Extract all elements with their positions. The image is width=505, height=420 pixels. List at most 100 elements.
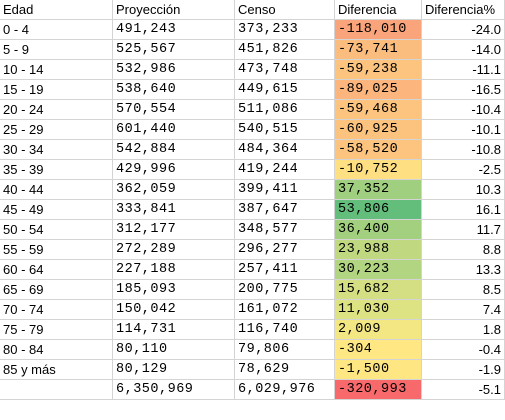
difference-cell[interactable]: 30,223 bbox=[335, 260, 422, 280]
difference-cell[interactable]: 36,400 bbox=[335, 220, 422, 240]
projection-cell[interactable]: 6,350,969 bbox=[113, 380, 235, 400]
difference-cell[interactable]: 2,009 bbox=[335, 320, 422, 340]
difference-cell[interactable]: -60,925 bbox=[335, 120, 422, 140]
age-cell[interactable]: 60 - 64 bbox=[0, 260, 113, 280]
percent-cell[interactable]: 8.5 bbox=[422, 280, 505, 300]
age-cell[interactable]: 40 - 44 bbox=[0, 180, 113, 200]
census-cell[interactable]: 78,629 bbox=[235, 360, 335, 380]
census-cell[interactable]: 451,826 bbox=[235, 40, 335, 60]
header-cell[interactable]: Diferencia bbox=[335, 0, 422, 20]
projection-cell[interactable]: 601,440 bbox=[113, 120, 235, 140]
difference-cell[interactable]: 15,682 bbox=[335, 280, 422, 300]
age-cell[interactable]: 65 - 69 bbox=[0, 280, 113, 300]
census-cell[interactable]: 484,364 bbox=[235, 140, 335, 160]
projection-cell[interactable]: 570,554 bbox=[113, 100, 235, 120]
projection-cell[interactable]: 333,841 bbox=[113, 200, 235, 220]
difference-cell[interactable]: -320,993 bbox=[335, 380, 422, 400]
difference-cell[interactable]: -1,500 bbox=[335, 360, 422, 380]
age-cell[interactable]: 75 - 79 bbox=[0, 320, 113, 340]
age-cell[interactable]: 0 - 4 bbox=[0, 20, 113, 40]
percent-cell[interactable]: -10.4 bbox=[422, 100, 505, 120]
header-cell[interactable]: Diferencia% bbox=[422, 0, 505, 20]
census-cell[interactable]: 449,615 bbox=[235, 80, 335, 100]
header-cell[interactable]: Censo bbox=[235, 0, 335, 20]
projection-cell[interactable]: 150,042 bbox=[113, 300, 235, 320]
projection-cell[interactable]: 312,177 bbox=[113, 220, 235, 240]
projection-cell[interactable]: 532,986 bbox=[113, 60, 235, 80]
difference-cell[interactable]: -304 bbox=[335, 340, 422, 360]
percent-cell[interactable]: -16.5 bbox=[422, 80, 505, 100]
difference-cell[interactable]: -73,741 bbox=[335, 40, 422, 60]
percent-cell[interactable]: -24.0 bbox=[422, 20, 505, 40]
age-cell[interactable]: 25 - 29 bbox=[0, 120, 113, 140]
percent-cell[interactable]: 7.4 bbox=[422, 300, 505, 320]
age-cell[interactable]: 15 - 19 bbox=[0, 80, 113, 100]
percent-cell[interactable]: 1.8 bbox=[422, 320, 505, 340]
census-cell[interactable]: 348,577 bbox=[235, 220, 335, 240]
projection-cell[interactable]: 80,129 bbox=[113, 360, 235, 380]
percent-cell[interactable]: -11.1 bbox=[422, 60, 505, 80]
census-cell[interactable]: 419,244 bbox=[235, 160, 335, 180]
projection-cell[interactable]: 80,110 bbox=[113, 340, 235, 360]
census-cell[interactable]: 116,740 bbox=[235, 320, 335, 340]
percent-cell[interactable]: -0.4 bbox=[422, 340, 505, 360]
age-cell[interactable]: 85 y más bbox=[0, 360, 113, 380]
projection-cell[interactable]: 185,093 bbox=[113, 280, 235, 300]
age-cell[interactable]: 50 - 54 bbox=[0, 220, 113, 240]
age-cell[interactable]: 35 - 39 bbox=[0, 160, 113, 180]
census-cell[interactable]: 79,806 bbox=[235, 340, 335, 360]
difference-cell[interactable]: -58,520 bbox=[335, 140, 422, 160]
age-cell[interactable]: 10 - 14 bbox=[0, 60, 113, 80]
difference-cell[interactable]: 23,988 bbox=[335, 240, 422, 260]
difference-cell[interactable]: -118,010 bbox=[335, 20, 422, 40]
projection-cell[interactable]: 227,188 bbox=[113, 260, 235, 280]
projection-cell[interactable]: 114,731 bbox=[113, 320, 235, 340]
census-cell[interactable]: 6,029,976 bbox=[235, 380, 335, 400]
percent-cell[interactable]: -10.8 bbox=[422, 140, 505, 160]
percent-cell[interactable]: -10.1 bbox=[422, 120, 505, 140]
age-cell[interactable]: 80 - 84 bbox=[0, 340, 113, 360]
census-cell[interactable]: 161,072 bbox=[235, 300, 335, 320]
census-cell[interactable]: 473,748 bbox=[235, 60, 335, 80]
percent-cell[interactable]: 16.1 bbox=[422, 200, 505, 220]
projection-cell[interactable]: 362,059 bbox=[113, 180, 235, 200]
projection-cell[interactable]: 525,567 bbox=[113, 40, 235, 60]
age-cell[interactable]: 30 - 34 bbox=[0, 140, 113, 160]
census-cell[interactable]: 200,775 bbox=[235, 280, 335, 300]
age-cell[interactable]: 20 - 24 bbox=[0, 100, 113, 120]
difference-cell[interactable]: 11,030 bbox=[335, 300, 422, 320]
census-cell[interactable]: 387,647 bbox=[235, 200, 335, 220]
census-cell[interactable]: 296,277 bbox=[235, 240, 335, 260]
difference-cell[interactable]: 37,352 bbox=[335, 180, 422, 200]
census-cell[interactable]: 511,086 bbox=[235, 100, 335, 120]
projection-cell[interactable]: 542,884 bbox=[113, 140, 235, 160]
difference-cell[interactable]: -10,752 bbox=[335, 160, 422, 180]
empty-cell[interactable] bbox=[0, 380, 113, 400]
age-cell[interactable]: 70 - 74 bbox=[0, 300, 113, 320]
header-cell[interactable]: Proyección bbox=[113, 0, 235, 20]
age-cell[interactable]: 55 - 59 bbox=[0, 240, 113, 260]
percent-cell[interactable]: 10.3 bbox=[422, 180, 505, 200]
difference-cell[interactable]: -59,468 bbox=[335, 100, 422, 120]
header-cell[interactable]: Edad bbox=[0, 0, 113, 20]
percent-cell[interactable]: 8.8 bbox=[422, 240, 505, 260]
census-cell[interactable]: 540,515 bbox=[235, 120, 335, 140]
census-cell[interactable]: 257,411 bbox=[235, 260, 335, 280]
percent-cell[interactable]: -2.5 bbox=[422, 160, 505, 180]
census-cell[interactable]: 399,411 bbox=[235, 180, 335, 200]
age-cell[interactable]: 5 - 9 bbox=[0, 40, 113, 60]
difference-cell[interactable]: 53,806 bbox=[335, 200, 422, 220]
projection-cell[interactable]: 429,996 bbox=[113, 160, 235, 180]
percent-cell[interactable]: -14.0 bbox=[422, 40, 505, 60]
projection-cell[interactable]: 491,243 bbox=[113, 20, 235, 40]
age-cell[interactable]: 45 - 49 bbox=[0, 200, 113, 220]
census-cell[interactable]: 373,233 bbox=[235, 20, 335, 40]
percent-cell[interactable]: -5.1 bbox=[422, 380, 505, 400]
percent-cell[interactable]: 11.7 bbox=[422, 220, 505, 240]
difference-cell[interactable]: -59,238 bbox=[335, 60, 422, 80]
difference-cell[interactable]: -89,025 bbox=[335, 80, 422, 100]
projection-cell[interactable]: 538,640 bbox=[113, 80, 235, 100]
percent-cell[interactable]: -1.9 bbox=[422, 360, 505, 380]
percent-cell[interactable]: 13.3 bbox=[422, 260, 505, 280]
projection-cell[interactable]: 272,289 bbox=[113, 240, 235, 260]
